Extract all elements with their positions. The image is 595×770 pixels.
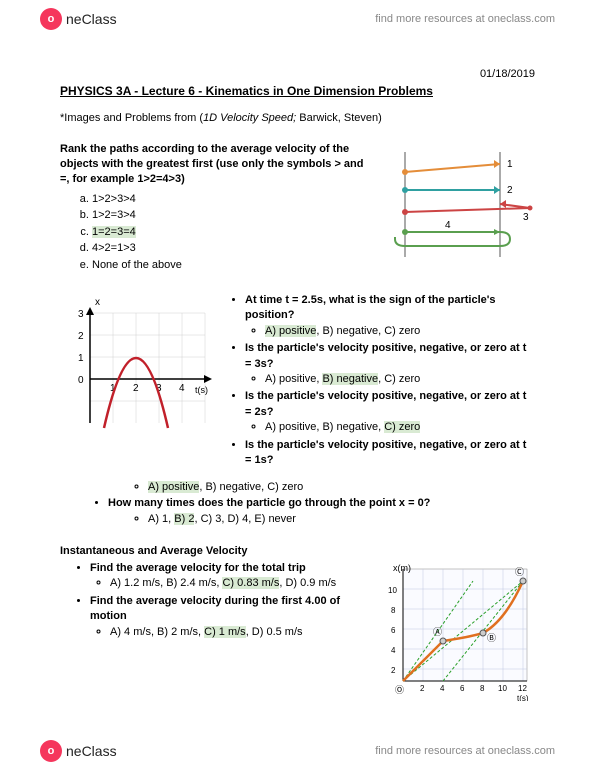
q1-options: 1>2>3>4 1>2=3>4 1=2=3=4 4>2=1>3 None of … [60, 191, 365, 274]
svg-text:8: 8 [480, 684, 485, 693]
question-1: Rank the paths according to the average … [60, 142, 535, 273]
svg-text:3: 3 [78, 309, 84, 320]
q2-ans-3: A) positive, B) negative, C) zero [265, 420, 535, 435]
q2-item-2: Is the particle's velocity positive, neg… [245, 341, 535, 387]
svg-text:8: 8 [391, 606, 396, 615]
q2-ans-1: A) positive, B) negative, C) zero [265, 324, 535, 339]
q1-opt-b: 1>2=3>4 [92, 207, 365, 224]
q2-item-4: Is the particle's velocity positive, neg… [245, 438, 535, 469]
footer-resources-link[interactable]: find more resources at oneclass.com [375, 745, 555, 757]
svg-text:1: 1 [507, 159, 513, 170]
question-3: Find the average velocity for the total … [60, 561, 535, 701]
q2-extra: A) positive, B) negative, C) zero How ma… [60, 480, 535, 527]
svg-text:3: 3 [523, 212, 529, 223]
q3-ans-1: A) 1.2 m/s, B) 2.4 m/s, C) 0.83 m/s, D) … [110, 576, 365, 591]
svg-text:4: 4 [445, 220, 451, 231]
logo-icon: o [40, 8, 62, 30]
q2-count-ans: A) 1, B) 2, C) 3, D) 4, E) never [148, 512, 535, 527]
svg-text:Ⓑ: Ⓑ [487, 633, 496, 643]
q3-item-1: Find the average velocity for the total … [90, 561, 365, 592]
svg-text:2: 2 [507, 185, 513, 196]
svg-text:0: 0 [78, 375, 84, 386]
q1-prompt: Rank the paths according to the average … [60, 142, 365, 187]
resources-link[interactable]: find more resources at oneclass.com [375, 13, 555, 25]
svg-text:t(s): t(s) [195, 385, 208, 395]
svg-text:6: 6 [460, 684, 465, 693]
logo: o neClass [40, 8, 117, 30]
footer-logo-icon: o [40, 740, 62, 762]
svg-text:10: 10 [498, 684, 507, 693]
svg-text:2: 2 [78, 331, 84, 342]
svg-text:4: 4 [391, 646, 396, 655]
svg-text:4: 4 [440, 684, 445, 693]
q2-item-3: Is the particle's velocity positive, neg… [245, 389, 535, 435]
svg-text:4: 4 [179, 383, 185, 394]
q2-ans-2: A) positive, B) negative, C) zero [265, 372, 535, 387]
svg-text:2: 2 [391, 666, 396, 675]
q3-item-2: Find the average velocity during the fir… [90, 594, 365, 640]
q2-ans-4: A) positive, B) negative, C) zero [148, 480, 535, 496]
section-3-title: Instantaneous and Average Velocity [60, 545, 535, 557]
svg-text:1: 1 [78, 353, 84, 364]
svg-text:2: 2 [420, 684, 425, 693]
logo-text: neClass [66, 11, 117, 27]
svg-text:Ⓐ: Ⓐ [433, 627, 442, 637]
q1-opt-c: 1=2=3=4 [92, 224, 365, 241]
q3-ans-2: A) 4 m/s, B) 2 m/s, C) 1 m/s, D) 0.5 m/s [110, 625, 365, 640]
q1-opt-a: 1>2>3>4 [92, 191, 365, 208]
q2-count-q: How many times does the particle go thro… [108, 496, 535, 527]
svg-text:x(m): x(m) [393, 563, 411, 573]
page-title: PHYSICS 3A - Lecture 6 - Kinematics in O… [60, 84, 535, 98]
source-line: *Images and Problems from (1D Velocity S… [60, 112, 535, 124]
question-2: x t(s) 0 1 2 [60, 293, 535, 470]
svg-text:10: 10 [388, 586, 397, 595]
svg-text:x: x [95, 297, 100, 308]
date: 01/18/2019 [60, 68, 535, 80]
footer-logo: o neClass [40, 740, 117, 762]
q2-item-1: At time t = 2.5s, what is the sign of th… [245, 293, 535, 339]
footer-logo-text: neClass [66, 743, 117, 759]
svg-text:Ⓞ: Ⓞ [395, 685, 404, 695]
svg-text:6: 6 [391, 626, 396, 635]
q1-paths-diagram: 1 2 3 4 [375, 142, 535, 262]
svg-text:2: 2 [133, 383, 139, 394]
q2-parabola-graph: x t(s) 0 1 2 [60, 293, 215, 433]
svg-text:t(s): t(s) [517, 694, 529, 701]
q1-opt-d: 4>2=1>3 [92, 240, 365, 257]
svg-text:12: 12 [518, 684, 527, 693]
q1-opt-e: None of the above [92, 257, 365, 274]
svg-text:Ⓒ: Ⓒ [515, 567, 524, 577]
q3-position-graph: x(m) 2 4 6 8 10 2 4 6 8 10 12 t(s) [375, 561, 535, 701]
